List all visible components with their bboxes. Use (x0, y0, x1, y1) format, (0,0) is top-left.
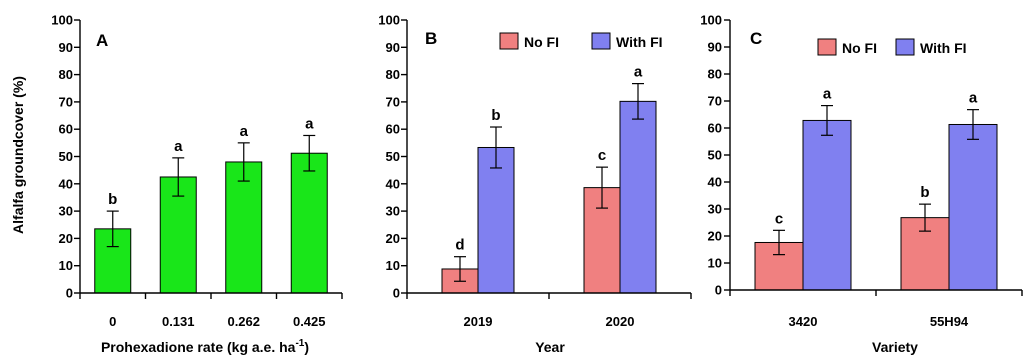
y-tick-label: 50 (59, 149, 73, 164)
panel-b-y-axis: 0 10 20 30 40 50 60 70 80 90 100 (378, 13, 408, 301)
panel-a-y-axis-title: Alfalfa groundcover (%) (10, 76, 26, 234)
panel-label-b: B (425, 29, 437, 48)
y-tick-label: 60 (386, 122, 400, 137)
significance-letter: b (920, 184, 929, 201)
panel-a-y-axis: 0 10 20 30 40 50 60 70 80 90 100 (51, 13, 81, 301)
panel-a-x-axis: 0 0.131 0.262 0.425 (79, 292, 343, 329)
panel-a: A 0 10 20 30 40 50 60 70 80 90 100 b a a a 0 0.131 0.26… (10, 13, 343, 355)
panel-b-x-axis: 2019 2020 (406, 292, 692, 329)
significance-letter: c (598, 147, 606, 164)
bar-with-fi-2019 (477, 146, 515, 294)
x-title-superscript: -1 (295, 338, 304, 349)
significance-letter: b (108, 191, 117, 208)
y-tick-label: 50 (386, 149, 400, 164)
y-tick-label: 100 (700, 13, 722, 28)
y-tick-label: 100 (51, 13, 73, 28)
y-tick-label: 90 (59, 40, 73, 55)
significance-letter: a (305, 115, 314, 132)
x-title-close: ) (304, 339, 309, 355)
panel-c-bars: c b a a (754, 86, 998, 291)
panel-b-x-axis-title: Year (535, 339, 565, 355)
y-tick-label: 0 (715, 283, 722, 298)
significance-letter: a (823, 86, 832, 103)
y-tick-label: 30 (59, 204, 73, 219)
significance-letter: a (634, 64, 643, 81)
x-tick-label: 0.131 (162, 314, 195, 329)
panel-c-x-axis-title: Variety (872, 339, 918, 355)
panel-label-a: A (96, 31, 108, 50)
bar-with-fi-2020 (619, 100, 657, 294)
legend-swatch-with-fi (591, 32, 611, 50)
panel-b-bars: d c b a (441, 64, 657, 294)
y-tick-label: 100 (378, 13, 400, 28)
x-tick-label: 2019 (464, 314, 493, 329)
y-tick-label: 90 (386, 40, 400, 55)
panel-a-x-axis-title: Prohexadione rate (kg a.e. ha-1) (101, 338, 309, 355)
significance-letter: c (775, 210, 783, 227)
y-tick-label: 0 (66, 286, 73, 301)
y-tick-label: 10 (386, 258, 400, 273)
y-tick-label: 80 (59, 67, 73, 82)
y-tick-label: 20 (386, 231, 400, 246)
y-tick-label: 70 (708, 94, 722, 109)
panel-a-bars: b a a a (94, 115, 328, 294)
x-tick-label: 3420 (789, 314, 818, 329)
y-tick-label: 40 (708, 175, 722, 190)
x-tick-label: 55H94 (930, 314, 969, 329)
legend-swatch-no-fi (499, 32, 519, 50)
x-title-main: Prohexadione rate (kg a.e. ha (101, 339, 296, 355)
y-tick-label: 90 (708, 40, 722, 55)
legend-label-no-fi: No FI (842, 40, 877, 56)
y-tick-label: 60 (59, 122, 73, 137)
significance-letter: b (491, 107, 500, 124)
x-tick-label: 0.262 (227, 314, 260, 329)
y-tick-label: 70 (386, 94, 400, 109)
significance-letter: d (455, 237, 464, 254)
y-tick-label: 80 (386, 67, 400, 82)
y-tick-label: 30 (386, 204, 400, 219)
x-tick-label: 0 (109, 314, 116, 329)
panel-c-legend: No FI With FI (817, 38, 967, 56)
y-tick-label: 10 (708, 256, 722, 271)
y-tick-label: 40 (59, 176, 73, 191)
y-tick-label: 0 (393, 286, 400, 301)
x-tick-label: 2020 (606, 314, 635, 329)
legend-swatch-no-fi (817, 38, 837, 56)
legend-label-with-fi: With FI (920, 40, 967, 56)
significance-letter: a (969, 90, 978, 107)
y-tick-label: 60 (708, 121, 722, 136)
legend-label-no-fi: No FI (524, 34, 559, 50)
significance-letter: a (174, 138, 183, 155)
panel-b: B 0 10 20 30 40 50 60 70 80 90 100 d c b a 2019 2020 N… (378, 13, 692, 355)
significance-letter: a (240, 123, 249, 140)
bar-with-fi-3420 (802, 119, 852, 291)
y-tick-label: 40 (386, 176, 400, 191)
legend-label-with-fi: With FI (616, 34, 663, 50)
panel-label-c: C (750, 29, 762, 48)
bar-with-fi-55H94 (948, 123, 998, 291)
panel-c-x-axis: 3420 55H94 (729, 289, 1023, 329)
y-tick-label: 10 (59, 258, 73, 273)
panel-c-y-axis: 0 10 20 30 40 50 60 70 80 90 100 (700, 13, 731, 298)
y-tick-label: 50 (708, 148, 722, 163)
panel-b-legend: No FI With FI (499, 32, 663, 50)
y-tick-label: 80 (708, 67, 722, 82)
y-tick-label: 20 (708, 229, 722, 244)
legend-swatch-with-fi (895, 38, 915, 56)
y-tick-label: 30 (708, 202, 722, 217)
y-tick-label: 70 (59, 94, 73, 109)
y-tick-label: 20 (59, 231, 73, 246)
x-tick-label: 0.425 (293, 314, 326, 329)
bar-0.425 (290, 152, 328, 294)
